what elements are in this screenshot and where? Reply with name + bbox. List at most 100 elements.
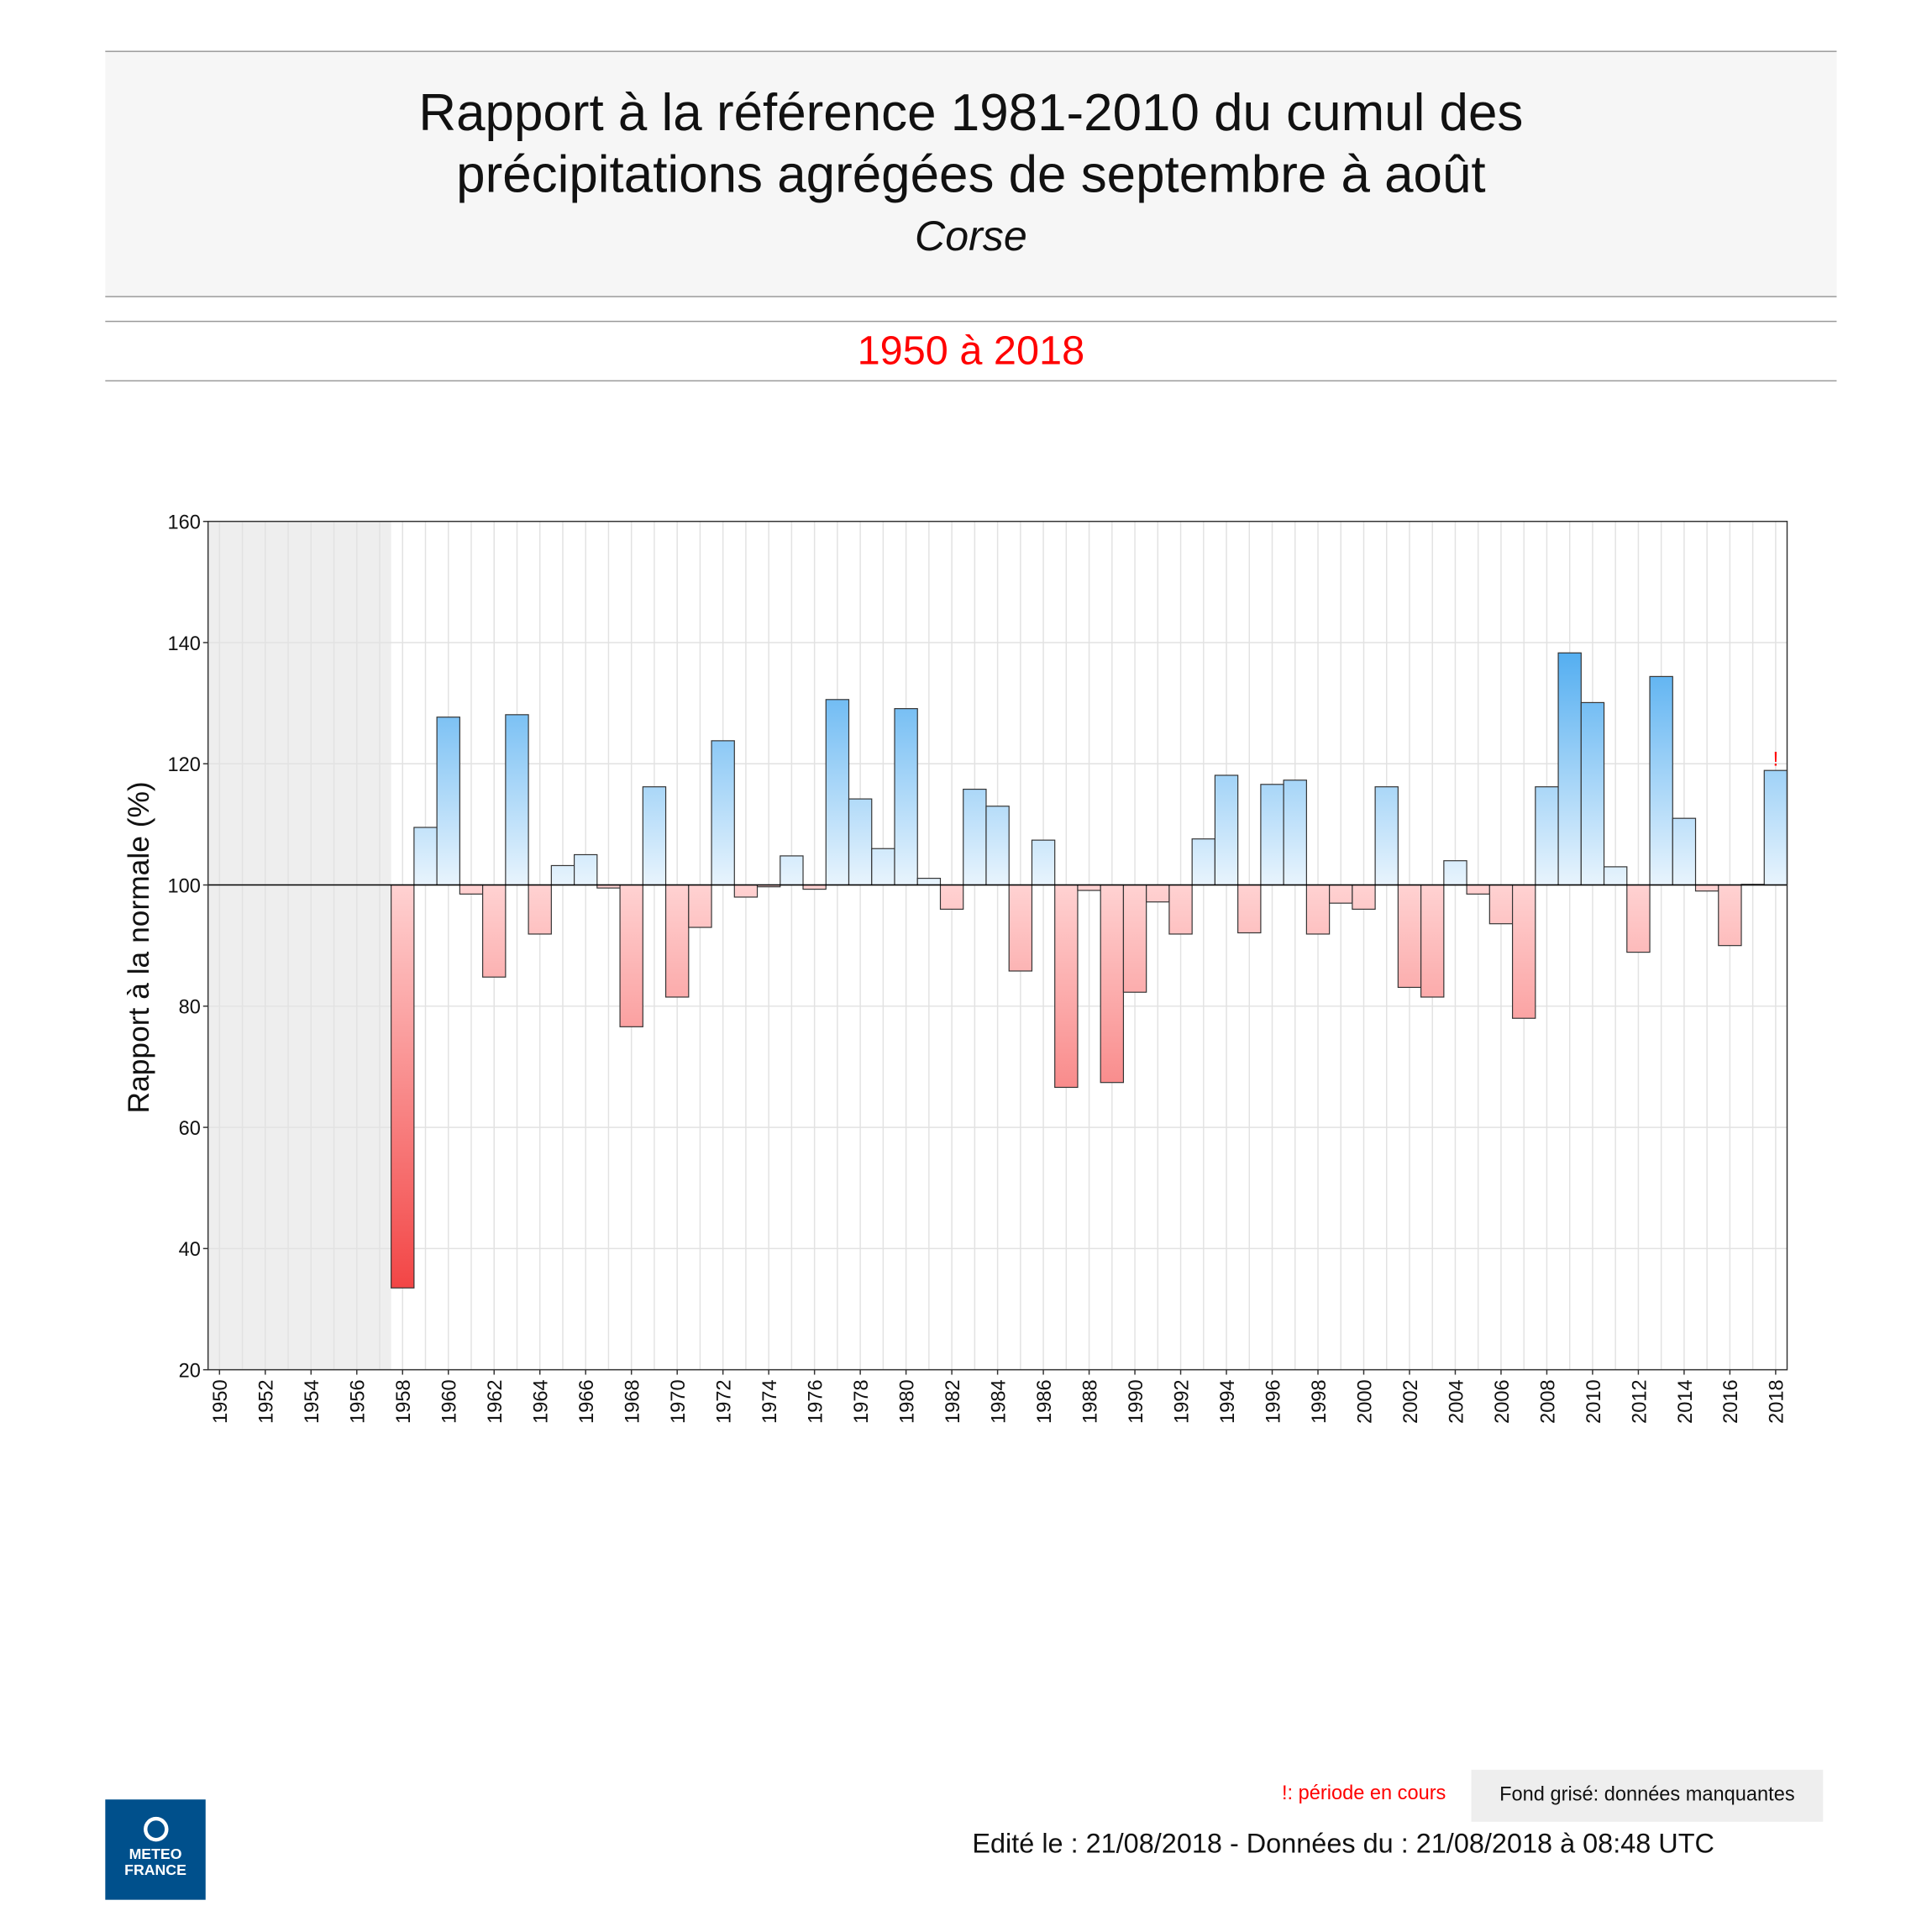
bar-1958 [391, 884, 415, 1289]
x-tick-label: 1986 [1033, 1379, 1055, 1423]
bar-2001 [1374, 786, 1399, 886]
y-tick-label: 20 [179, 1359, 201, 1381]
title-box: Rapport à la référence 1981-2010 du cumu… [105, 50, 1837, 297]
x-tick-label: 1974 [759, 1379, 780, 1423]
period-box: 1950 à 2018 [105, 320, 1837, 382]
edit-date: Edité le : 21/08/2018 - Données du : 21/… [972, 1828, 1714, 1860]
bar-1963 [505, 714, 529, 886]
bar-1999 [1329, 884, 1353, 904]
bar-1997 [1283, 780, 1307, 886]
x-tick-label: 1978 [850, 1379, 872, 1423]
bar-1986 [1031, 839, 1056, 886]
x-tick-label: 1972 [713, 1379, 735, 1423]
x-tick-label: 1990 [1125, 1379, 1147, 1423]
bar-1960 [436, 717, 460, 886]
bar-1976 [802, 884, 827, 890]
x-tick-label: 2006 [1491, 1379, 1513, 1423]
bar-2007 [1511, 884, 1536, 1019]
y-tick-label: 140 [168, 633, 201, 654]
bar-2014 [1672, 817, 1697, 886]
x-tick-label: 1996 [1262, 1379, 1284, 1423]
bar-1973 [733, 884, 759, 898]
bar-2004 [1443, 860, 1467, 886]
x-tick-label: 2000 [1353, 1379, 1375, 1423]
bar-2008 [1535, 786, 1559, 886]
x-tick-label: 1976 [804, 1379, 826, 1423]
x-tick-label: 1950 [209, 1379, 231, 1423]
x-tick-label: 2002 [1399, 1379, 1421, 1423]
bar-1983 [963, 788, 987, 886]
meteo-france-logo: METEO FRANCE [105, 1799, 206, 1900]
bar-1995 [1237, 884, 1262, 934]
x-tick-label: 1956 [347, 1379, 369, 1423]
x-tick-label: 2012 [1628, 1379, 1650, 1423]
legend-current-period: !: période en cours [1281, 1783, 1446, 1805]
x-tick-label: 1966 [575, 1379, 597, 1423]
x-tick-label: 1984 [987, 1379, 1009, 1423]
bar-1992 [1168, 884, 1193, 935]
bar-1961 [459, 884, 484, 895]
x-tick-label: 1982 [942, 1379, 963, 1423]
logo-line1: METEO [129, 1845, 182, 1863]
x-tick-label: 1958 [392, 1379, 414, 1423]
bar-2009 [1557, 652, 1582, 886]
x-tick-label: 1960 [438, 1379, 460, 1423]
x-tick-label: 1968 [622, 1379, 643, 1423]
y-tick-label: 100 [168, 874, 201, 896]
x-tick-label: 2018 [1766, 1379, 1788, 1423]
y-tick-label: 120 [168, 753, 201, 775]
x-tick-label: 1992 [1170, 1379, 1192, 1423]
bar-1984 [985, 806, 1010, 886]
bar-1979 [871, 848, 895, 886]
x-tick-label: 1952 [255, 1379, 277, 1423]
bar-1998 [1305, 884, 1331, 935]
bar-1996 [1260, 784, 1284, 886]
bar-2003 [1420, 884, 1445, 998]
x-tick-label: 2014 [1674, 1379, 1696, 1423]
bar-1994 [1214, 774, 1239, 886]
x-tick-label: 1970 [667, 1379, 689, 1423]
bar-2006 [1488, 884, 1514, 925]
bar-1969 [642, 786, 667, 886]
logo-line2: FRANCE [124, 1861, 186, 1879]
plot-frame [207, 520, 1788, 1371]
current-period-marker: ! [1773, 748, 1779, 769]
bar-1991 [1146, 884, 1170, 903]
x-tick-label: 2016 [1719, 1379, 1741, 1423]
bar-2002 [1397, 884, 1422, 989]
bar-1975 [780, 855, 804, 886]
x-tick-label: 1988 [1079, 1379, 1100, 1423]
bar-2005 [1466, 884, 1490, 895]
bar-2018 [1763, 769, 1788, 886]
x-tick-label: 1994 [1216, 1379, 1238, 1423]
bar-1968 [619, 884, 643, 1027]
bar-1972 [711, 740, 735, 886]
bar-1966 [574, 853, 598, 886]
bar-2011 [1603, 866, 1628, 886]
bar-2010 [1580, 701, 1605, 886]
y-tick-label: 80 [179, 996, 201, 1018]
x-tick-label: 2008 [1536, 1379, 1558, 1423]
bar-1965 [550, 864, 575, 886]
logo-icon [143, 1816, 168, 1842]
y-axis-label: Rapport à la normale (%) [123, 781, 155, 1113]
x-tick-label: 1954 [301, 1379, 323, 1423]
bar-2015 [1694, 884, 1719, 892]
bar-2013 [1649, 675, 1673, 886]
bar-2016 [1718, 884, 1742, 947]
bar-1989 [1100, 884, 1125, 1084]
bar-chart: 20 40 60 80 100 120 140 160 1950 1952 1954 1956 1958… [123, 512, 1788, 1424]
bar-1985 [1008, 884, 1033, 972]
bar-1964 [528, 884, 552, 935]
bar-2012 [1626, 884, 1651, 953]
x-tick-label: 1980 [895, 1379, 917, 1423]
bar-1987 [1054, 884, 1079, 1089]
x-tick-label: 2004 [1445, 1379, 1467, 1423]
bar-1977 [825, 699, 850, 886]
bar-1978 [848, 798, 873, 886]
y-tick-label: 40 [179, 1238, 201, 1260]
bar-1988 [1077, 884, 1101, 891]
bar-2000 [1352, 884, 1376, 910]
bar-1993 [1191, 838, 1216, 886]
